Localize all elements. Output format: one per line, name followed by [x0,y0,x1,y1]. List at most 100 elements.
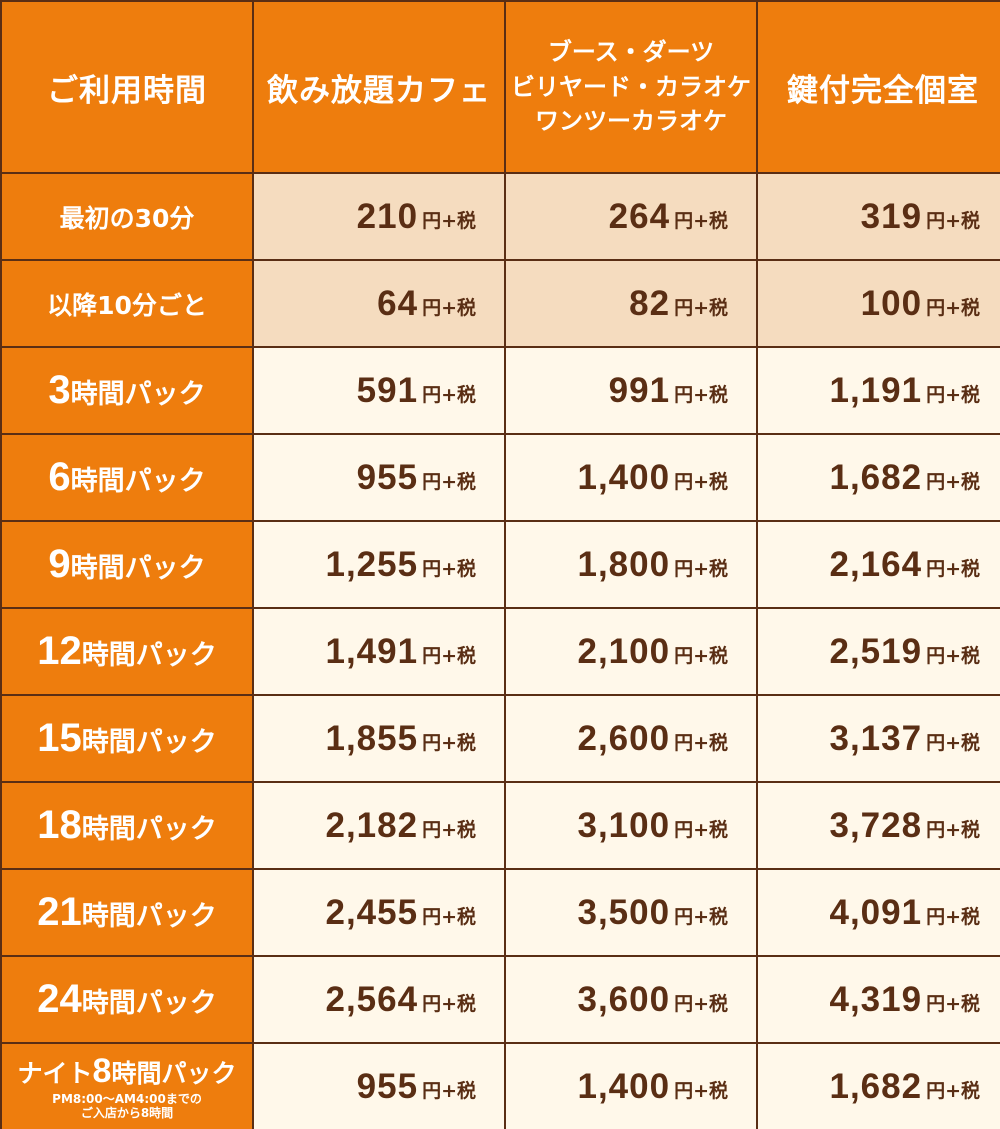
price-unit: 円+税 [674,732,728,754]
price-cell: 2,519 円+税 [758,609,1000,694]
price-amount: 591 [356,370,419,410]
header-booth-line-2: ビリヤード・カラオケ [511,72,751,101]
price-cell: 1,855 円+税 [254,696,504,781]
row-label-pack: 6時間パック [2,435,252,520]
price-cell: 4,091 円+税 [758,870,1000,955]
price-unit: 円+税 [422,819,476,841]
header-usage-time-label: ご利用時間 [47,72,207,109]
header-booth-line-3: ワンツーカラオケ [535,107,727,136]
price-amount: 100 [860,283,923,323]
price-unit: 円+税 [422,906,476,928]
price-cell: 2,182 円+税 [254,783,504,868]
row-label-pack: 18時間パック [2,783,252,868]
pack-suffix: 時間パック [81,901,217,932]
price-amount: 3,600 [577,979,671,1019]
price-cell: 3,500 円+税 [506,870,756,955]
price-unit: 円+税 [926,993,980,1015]
pack-title: 9時間パック [48,542,205,587]
price-cell: 1,682 円+税 [758,435,1000,520]
price-amount: 2,519 [829,631,923,671]
price-amount: 955 [356,1066,419,1106]
price-unit: 円+税 [674,645,728,667]
price-amount: 210 [356,196,419,236]
price-cell: 3,100 円+税 [506,783,756,868]
price-unit: 円+税 [674,819,728,841]
price-amount: 2,182 [325,805,419,845]
price-amount: 1,855 [325,718,419,758]
price-cell: 319 円+税 [758,174,1000,259]
price-cell: 2,564 円+税 [254,957,504,1042]
price-amount: 1,191 [829,370,923,410]
price-unit: 円+税 [422,558,476,580]
price-cell: 591 円+税 [254,348,504,433]
row-label-night-pack: ナイト8時間パック PM8:00～AM4:00までの ご入店から8時間 [2,1044,252,1129]
pack-hours: 12 [37,629,82,673]
night-pack-note-line: PM8:00～AM4:00までの [52,1092,202,1107]
price-unit: 円+税 [926,732,980,754]
row-label: 以降10分ごと [2,261,252,346]
price-amount: 2,164 [829,544,923,584]
pack-suffix: 時間パック [70,466,206,497]
price-amount: 264 [608,196,671,236]
price-unit: 円+税 [422,384,476,406]
price-cell: 3,600 円+税 [506,957,756,1042]
pack-hours: 9 [48,542,71,586]
price-cell: 4,319 円+税 [758,957,1000,1042]
header-booth-darts-billiards-karaoke: ブース・ダーツ ビリヤード・カラオケ ワンツーカラオケ [506,2,756,172]
pack-suffix: 時間パック [81,814,217,845]
price-cell: 2,100 円+税 [506,609,756,694]
row-label-pack: 9時間パック [2,522,252,607]
pack-hours: 3 [48,368,71,412]
price-cell: 82 円+税 [506,261,756,346]
pack-hours: 15 [37,716,82,760]
night-pack-note: PM8:00～AM4:00までの ご入店から8時間 [52,1092,202,1121]
night-pack-note-line: ご入店から8時間 [80,1106,174,1120]
price-cell: 1,255 円+税 [254,522,504,607]
price-cell: 2,164 円+税 [758,522,1000,607]
price-unit: 円+税 [674,384,728,406]
pack-hours: 18 [37,803,82,847]
pack-title: 15時間パック [37,716,217,761]
price-unit: 円+税 [926,471,980,493]
pack-title: 3時間パック [48,368,205,413]
pack-suffix: 時間パック [81,988,217,1019]
night-pack-hours: 8 [92,1052,112,1091]
price-unit: 円+税 [926,1080,980,1102]
price-unit: 円+税 [422,297,476,319]
price-unit: 円+税 [674,993,728,1015]
header-drink-bar-cafe-label: 飲み放題カフェ [267,72,491,109]
header-private-room-label: 鍵付完全個室 [787,72,979,109]
price-unit: 円+税 [926,210,980,232]
price-unit: 円+税 [674,297,728,319]
price-unit: 円+税 [422,471,476,493]
price-unit: 円+税 [926,384,980,406]
price-cell: 3,137 円+税 [758,696,1000,781]
price-amount: 955 [356,457,419,497]
price-unit: 円+税 [926,558,980,580]
price-amount: 1,400 [577,457,671,497]
price-amount: 991 [608,370,671,410]
night-pack-title: ナイト8時間パック [18,1052,237,1091]
pack-hours: 21 [37,890,82,934]
price-amount: 319 [860,196,923,236]
price-unit: 円+税 [674,906,728,928]
price-unit: 円+税 [674,1080,728,1102]
pack-suffix: 時間パック [81,727,217,758]
price-unit: 円+税 [674,210,728,232]
price-amount: 1,800 [577,544,671,584]
header-private-room: 鍵付完全個室 [758,2,1000,172]
price-unit: 円+税 [674,471,728,493]
price-cell: 64 円+税 [254,261,504,346]
price-cell: 264 円+税 [506,174,756,259]
pack-title: 18時間パック [37,803,217,848]
price-amount: 4,091 [829,892,923,932]
pack-title: 12時間パック [37,629,217,674]
price-amount: 64 [377,283,419,323]
price-amount: 3,500 [577,892,671,932]
row-label-pack: 15時間パック [2,696,252,781]
price-cell: 3,728 円+税 [758,783,1000,868]
price-cell: 100 円+税 [758,261,1000,346]
price-cell: 1,491 円+税 [254,609,504,694]
row-label-pack: 21時間パック [2,870,252,955]
price-amount: 3,100 [577,805,671,845]
